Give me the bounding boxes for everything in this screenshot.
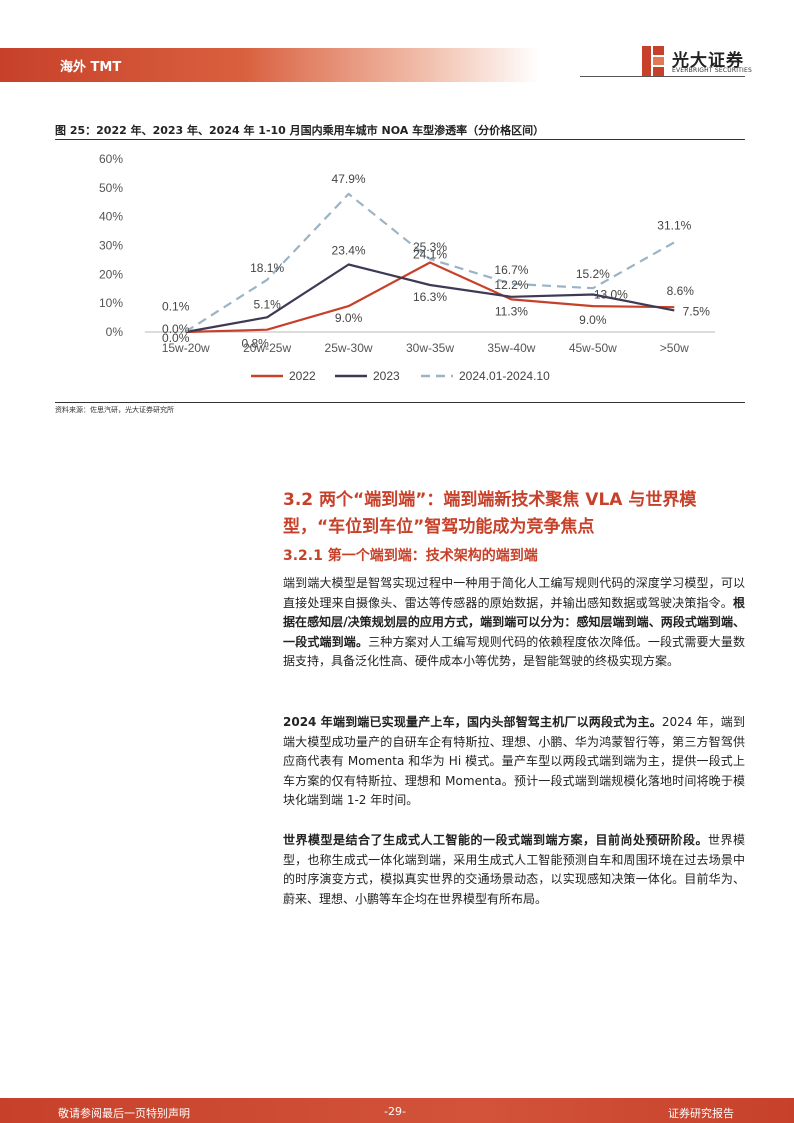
data-label: 18.1% (250, 261, 284, 275)
chart-legend: 2022 2023 2024.01-2024.10 (251, 369, 550, 383)
subsection-heading: 3.2.1 第一个端到端：技术架构的端到端 (283, 548, 538, 564)
logo-text-cn: 光大证券 (672, 51, 744, 71)
data-label: 24.1% (413, 248, 447, 262)
y-tick-label: 50% (99, 181, 123, 195)
series-line-2023 (185, 263, 675, 334)
data-label: 0.0% (162, 322, 190, 336)
paragraph-3: 世界模型是结合了生成式人工智能的一段式端到端方案，目前尚处预研阶段。世界模型，也… (283, 831, 745, 909)
data-label: 8.6% (667, 284, 695, 298)
p2-bold: 2024 年端到端已实现量产上车，国内头部智驾主机厂以两段式为主。 (283, 715, 662, 729)
y-tick-label: 20% (99, 267, 123, 281)
data-label: 0.0% (162, 331, 190, 345)
data-label: 11.3% (495, 304, 528, 318)
y-tick-label: 30% (99, 239, 123, 253)
data-label: 9.0% (335, 311, 363, 325)
y-tick-label: 40% (99, 210, 123, 224)
paragraph-2: 2024 年端到端已实现量产上车，国内头部智驾主机厂以两段式为主。2024 年，… (283, 713, 745, 811)
p3-text: 世界模型，也称生成式一体化端到端，采用生成式人工智能预测自车和周围环境在过去场景… (283, 833, 745, 906)
section-heading: 3.2 两个“端到端”：端到端新技术聚焦 VLA 与世界模型，“车位到车位”智驾… (283, 490, 697, 537)
series-lines (185, 192, 675, 334)
y-tick-label: 60% (99, 152, 123, 166)
p1-text-b: 三种方案对人工编写规则代码的依赖程度依次降低。一段式需要大量数据支持，具备泛化性… (283, 634, 745, 669)
data-label: 5.1% (253, 297, 281, 311)
figure-title: 图 25：2022 年、2023 年、2024 年 1-10 月国内乘用车城市 … (55, 124, 545, 137)
legend-label: 2023 (373, 369, 400, 383)
x-tick-label: 20w-25w (243, 341, 291, 355)
section-label: 海外 TMT (60, 60, 122, 75)
page-number: -29- (384, 1105, 406, 1118)
data-label: 0.1% (162, 300, 190, 314)
data-label: 16.3% (413, 290, 447, 304)
y-tick-label: 0% (106, 325, 124, 339)
series-line-2024.01-2024.10 (185, 192, 675, 333)
data-label: 15.2% (576, 267, 610, 281)
header-bar (0, 48, 540, 82)
data-label: 13.0% (594, 288, 628, 302)
data-label: 7.5% (683, 304, 711, 318)
p1-text-a: 端到端大模型是智驾实现过程中一种用于简化人工编写规则代码的深度学习模型，可以直接… (283, 576, 745, 610)
p1-bold: 根据在感知层/决策规划层的应用方式，端到端可以分为：感知层端到端、两段式端到端、… (283, 595, 745, 649)
x-tick-label: 30w-35w (406, 341, 454, 355)
header-divider (580, 76, 745, 77)
data-label: 0.8% (241, 337, 269, 351)
data-label: 9.0% (579, 313, 607, 327)
data-label: 23.4% (332, 244, 366, 258)
footer-report-type: 证券研究报告 (668, 1107, 734, 1120)
logo-text-en: EVERBRIGHT SECURITIES (672, 67, 752, 74)
data-label: 25.3% (413, 240, 447, 254)
p3-bold: 世界模型是结合了生成式人工智能的一段式端到端方案，目前尚处预研阶段。 (283, 833, 708, 847)
x-tick-label: 35w-40w (487, 341, 535, 355)
logo-mark-icon (642, 46, 664, 76)
y-axis: 0% 10% 20% 30% 40% 50% 60% (99, 152, 123, 339)
paragraph-1: 端到端大模型是智驾实现过程中一种用于简化人工编写规则代码的深度学习模型，可以直接… (283, 574, 745, 672)
series-line-2022 (185, 261, 675, 334)
data-label: 47.9% (332, 172, 366, 186)
data-label: 31.1% (657, 218, 691, 232)
p2-text: 2024 年，端到端大模型成功量产的自研车企有特斯拉、理想、小鹏、华为鸿蒙智行等… (283, 715, 745, 807)
data-labels: 0.0% 0.8% 9.0% 24.1% 11.3% 9.0% 8.6% 0.0% 5.1% 23… (162, 172, 710, 351)
footer-bar (0, 1098, 794, 1123)
x-tick-label: 25w-30w (325, 341, 373, 355)
line-chart: 0% 10% 20% 30% 40% 50% 60% 15w-20w 20w-25w 25w-3… (99, 152, 715, 383)
data-label: 16.7% (494, 263, 528, 277)
y-tick-label: 10% (99, 296, 123, 310)
x-tick-label: 15w-20w (162, 341, 210, 355)
x-axis: 15w-20w 20w-25w 25w-30w 30w-35w 35w-40w 45w-5… (145, 331, 715, 355)
brand-logo: 光大证券 EVERBRIGHT SECURITIES (642, 46, 752, 80)
figure-bottom-rule (55, 402, 745, 403)
figure-top-rule (55, 139, 745, 140)
x-tick-label: >50w (660, 341, 689, 355)
legend-label: 2024.01-2024.10 (459, 369, 550, 383)
legend-label: 2022 (289, 369, 316, 383)
footer-disclaimer: 敬请参阅最后一页特别声明 (58, 1107, 190, 1120)
data-label: 12.2% (494, 278, 528, 292)
x-tick-label: 45w-50w (569, 341, 617, 355)
figure-source: 资料来源：佐思汽研，光大证券研究所 (55, 406, 174, 414)
